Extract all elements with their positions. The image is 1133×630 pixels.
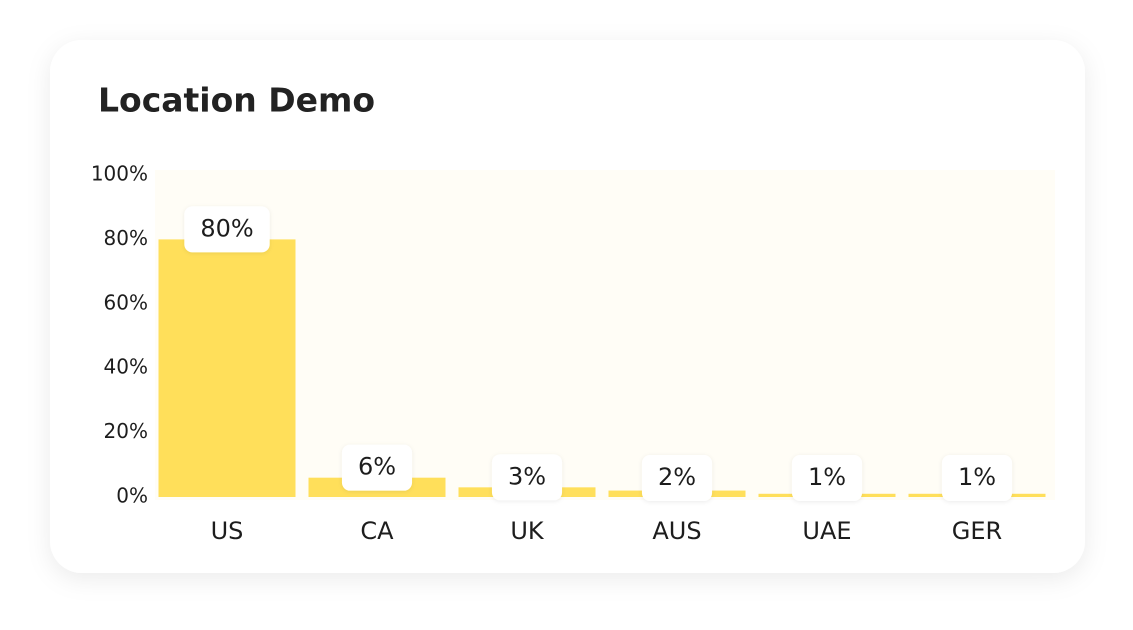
value-label-box	[341, 444, 413, 491]
value-label: 6%	[358, 453, 396, 481]
x-tick-label: US	[211, 517, 244, 545]
value-label-box	[184, 206, 270, 253]
y-tick-label: 40%	[104, 355, 148, 379]
x-tick-label: AUS	[652, 517, 701, 545]
y-tick-label: 60%	[104, 290, 148, 314]
value-label: 2%	[658, 463, 696, 491]
bar	[158, 239, 296, 497]
y-tick-label: 0%	[116, 484, 148, 508]
y-tick-label: 100%	[91, 162, 148, 186]
value-label-box	[641, 455, 713, 501]
value-label-box	[791, 455, 863, 501]
x-tick-label: UAE	[802, 517, 851, 545]
value-label: 3%	[508, 462, 546, 490]
value-label: 1%	[958, 463, 996, 491]
value-label: 80%	[200, 214, 253, 242]
y-tick-label: 80%	[104, 226, 148, 250]
plot-area	[155, 170, 1055, 500]
x-tick-label: GER	[952, 517, 1002, 545]
value-label-box	[941, 455, 1013, 501]
value-label-box	[491, 454, 563, 501]
chart-title: Location Demo	[98, 81, 375, 120]
y-tick-label: 20%	[104, 419, 148, 443]
value-label: 1%	[808, 463, 846, 491]
x-tick-label: CA	[360, 517, 394, 545]
x-tick-label: UK	[510, 517, 545, 545]
